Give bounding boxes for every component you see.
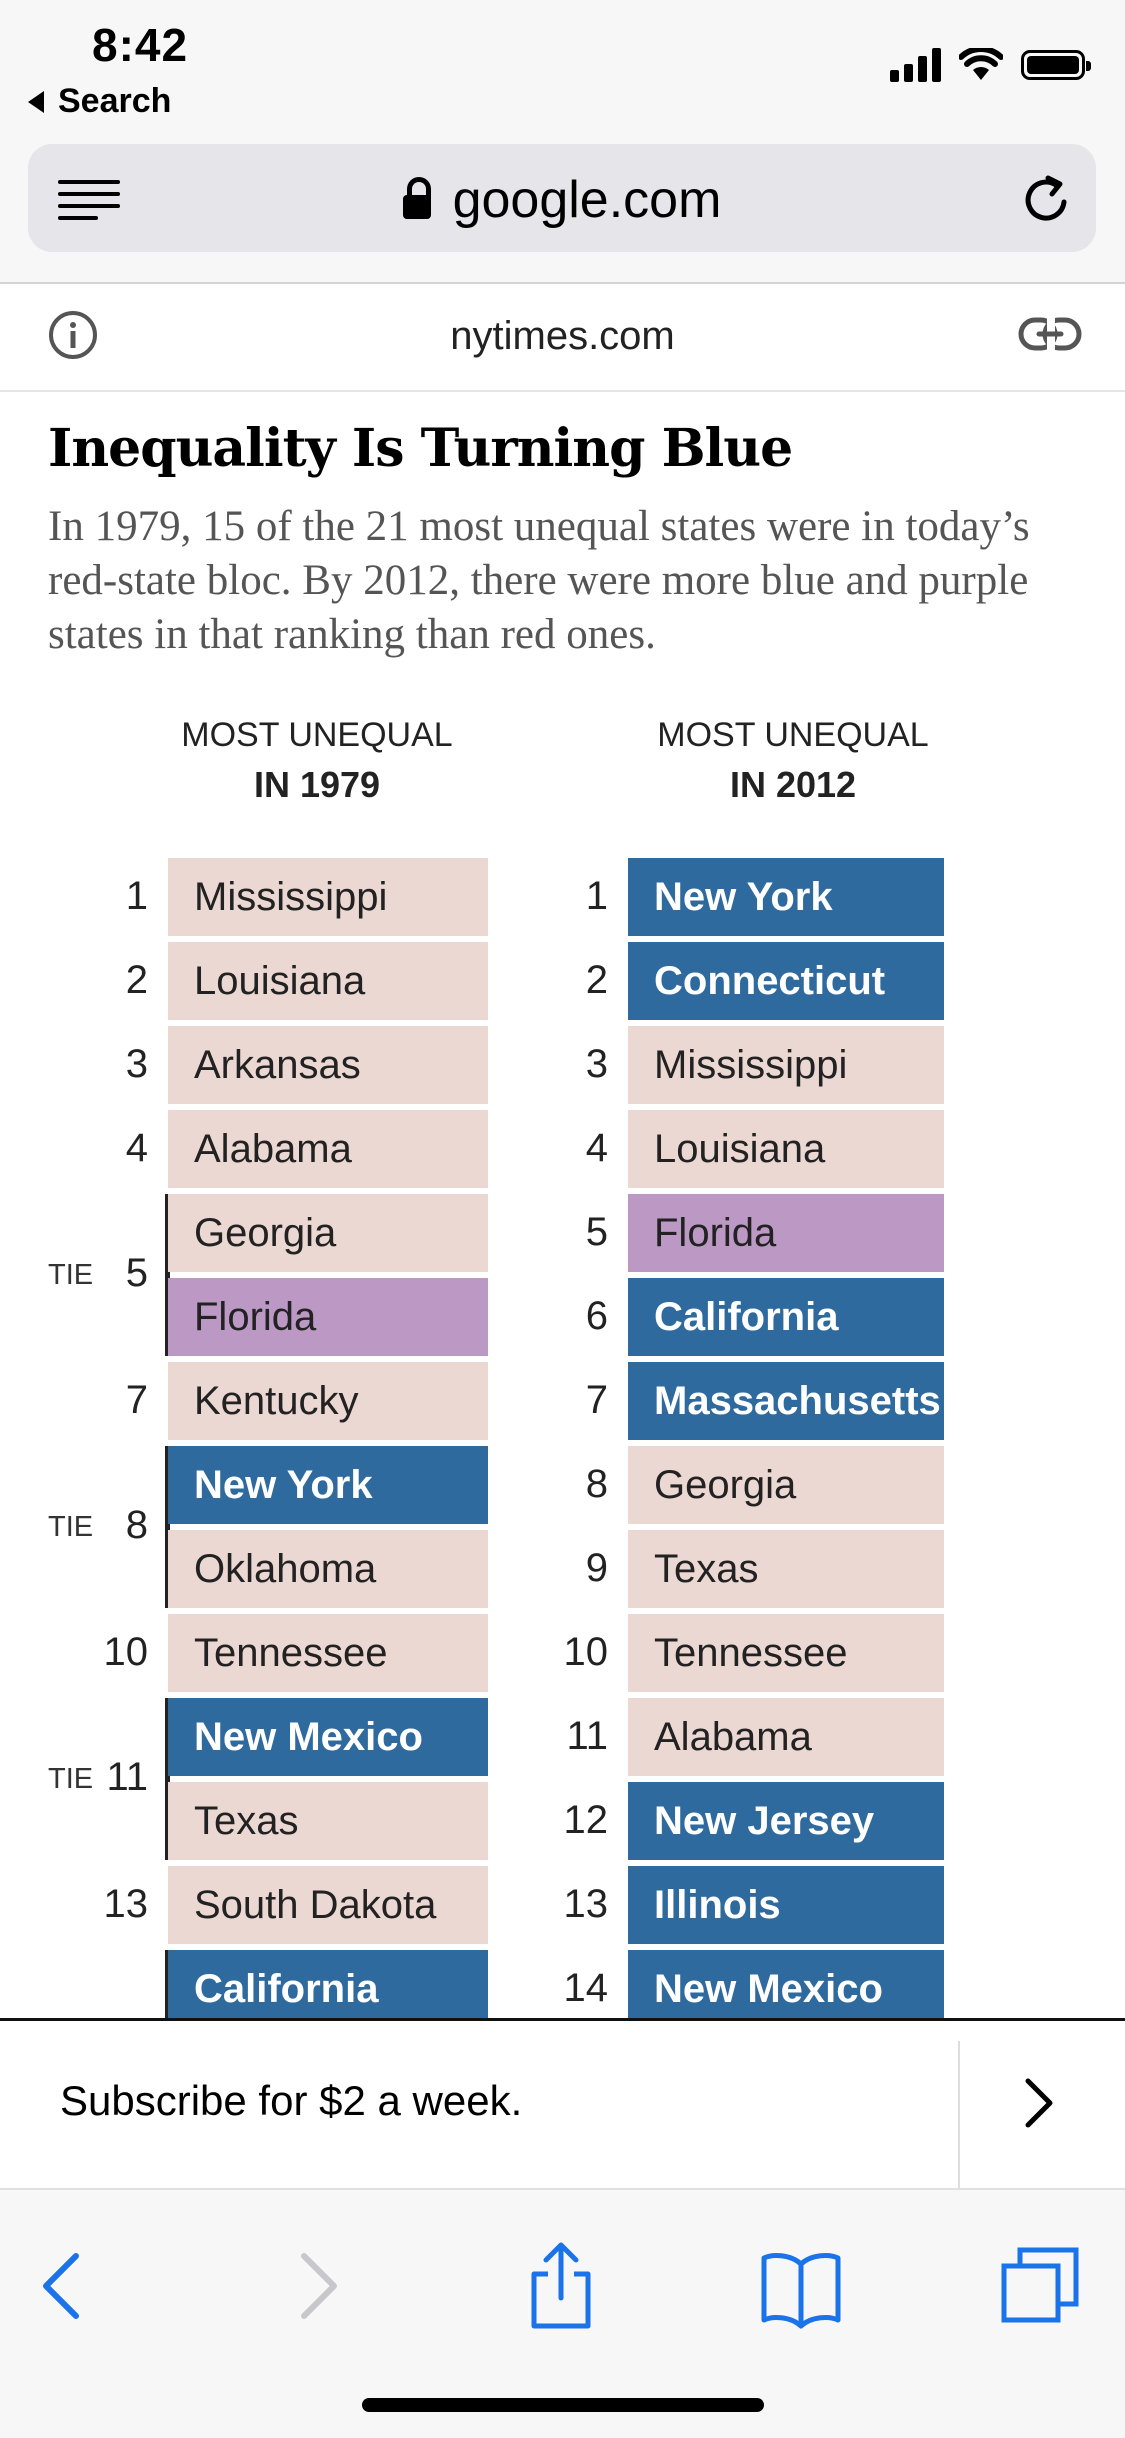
state-cell: South Dakota <box>168 1866 488 1944</box>
rank-number: 11 <box>566 1714 608 1758</box>
rank-number: 4 <box>125 1126 148 1170</box>
rank-number: 7 <box>125 1378 148 1422</box>
state-cell: Mississippi <box>628 1026 944 1104</box>
url-display: google.com <box>28 170 1096 230</box>
state-cell: Illinois <box>628 1866 944 1944</box>
state-cell: Oklahoma <box>168 1530 488 1608</box>
column-header-1979-line2: IN 1979 <box>253 764 381 805</box>
state-cell: Connecticut <box>628 942 944 1020</box>
rank-number: 9 <box>585 1546 608 1590</box>
rank-number: 11 <box>106 1755 148 1799</box>
rank-number: 13 <box>103 1882 149 1926</box>
state-cell: New York <box>168 1446 488 1524</box>
home-indicator <box>362 2398 764 2412</box>
tabs-icon[interactable] <box>1000 2240 1090 2330</box>
battery-icon <box>1021 50 1091 80</box>
article-subtitle: In 1979, 15 of the 21 most unequal state… <box>48 503 1030 658</box>
share-icon[interactable] <box>516 2240 606 2330</box>
bookmarks-icon[interactable] <box>756 2240 846 2330</box>
browser-toolbar <box>0 2188 1125 2438</box>
tie-bracket <box>165 1446 170 1608</box>
back-icon[interactable] <box>20 2240 110 2330</box>
tie-label: TIE <box>48 1763 94 1795</box>
rank-number: 5 <box>125 1251 148 1295</box>
rank-number: 10 <box>563 1630 609 1674</box>
state-cell: Kentucky <box>168 1362 488 1440</box>
state-cell: Texas <box>628 1530 944 1608</box>
state-cell: Louisiana <box>628 1110 944 1188</box>
rank-number: 4 <box>585 1126 608 1170</box>
tie-bracket <box>165 1950 170 2018</box>
back-to-app-button[interactable]: Search <box>28 82 171 121</box>
column-header-2012-line1: MOST UNEQUAL <box>657 716 929 754</box>
subscribe-divider <box>958 2041 960 2189</box>
state-cell: Georgia <box>628 1446 944 1524</box>
tie-bracket <box>165 1698 170 1860</box>
state-cell: New York <box>628 858 944 936</box>
rank-number: 13 <box>563 1882 609 1926</box>
rank-number: 2 <box>125 958 148 1002</box>
back-app-label: Search <box>58 82 172 120</box>
state-cell: Tennessee <box>628 1614 944 1692</box>
rank-number: 6 <box>585 1294 608 1338</box>
column-header-1979-line1: MOST UNEQUAL <box>181 716 453 754</box>
column-header-2012-line2: IN 2012 <box>729 764 857 805</box>
site-bar: nytimes.com <box>0 284 1125 392</box>
rank-number: 1 <box>125 874 148 918</box>
state-cell: New Mexico <box>628 1950 944 2018</box>
site-domain: nytimes.com <box>450 314 675 358</box>
status-icons <box>890 48 1091 82</box>
subscribe-text[interactable]: Subscribe for $2 a week. <box>60 2077 523 2124</box>
rank-number: 3 <box>585 1042 608 1086</box>
state-cell: Alabama <box>628 1698 944 1776</box>
column-header-1979: MOST UNEQUAL IN 1979 <box>152 710 482 810</box>
article-title: Inequality Is Turning Blue <box>48 418 793 479</box>
rank-number: 14 <box>563 1966 609 2010</box>
rank-number: 7 <box>585 1378 608 1422</box>
state-cell: Louisiana <box>168 942 488 1020</box>
link-icon[interactable] <box>1017 314 1083 356</box>
url-field[interactable]: google.com <box>28 144 1096 252</box>
tie-label: TIE <box>48 1259 94 1291</box>
state-cell: Georgia <box>168 1194 488 1272</box>
lock-icon <box>402 177 431 219</box>
rank-number: 3 <box>125 1042 148 1086</box>
rank-number: 5 <box>585 1210 608 1254</box>
subscribe-banner[interactable]: Subscribe for $2 a week. <box>0 2018 1125 2189</box>
state-cell: Massachusetts <box>628 1362 944 1440</box>
state-cell: California <box>628 1278 944 1356</box>
rank-number: 12 <box>563 1798 609 1842</box>
rank-number: 2 <box>585 958 608 1002</box>
state-cell: Mississippi <box>168 858 488 936</box>
state-cell: New Jersey <box>628 1782 944 1860</box>
info-icon[interactable] <box>48 310 98 360</box>
state-cell: Arkansas <box>168 1026 488 1104</box>
url-text: google.com <box>452 171 722 229</box>
state-cell: Alabama <box>168 1110 488 1188</box>
forward-icon[interactable] <box>270 2240 360 2330</box>
rank-number: 8 <box>125 1503 148 1547</box>
browser-address-bar: google.com <box>0 140 1125 284</box>
rank-number: 10 <box>103 1630 149 1674</box>
rank-number: 1 <box>585 874 608 918</box>
reader-menu-icon[interactable] <box>58 180 120 220</box>
state-cell: California <box>168 1950 488 2018</box>
chevron-right-icon[interactable] <box>1022 2077 1056 2129</box>
column-header-2012: MOST UNEQUAL IN 2012 <box>628 710 958 810</box>
state-cell: Tennessee <box>168 1614 488 1692</box>
reload-icon[interactable] <box>1018 172 1074 228</box>
rank-number: 8 <box>585 1462 608 1506</box>
cellular-signal-icon <box>890 48 941 82</box>
back-triangle-icon <box>28 90 44 113</box>
state-cell: New Mexico <box>168 1698 488 1776</box>
state-cell: Florida <box>168 1278 488 1356</box>
status-bar: 8:42 Search <box>0 0 1125 140</box>
tie-label: TIE <box>48 1511 94 1543</box>
state-cell: Texas <box>168 1782 488 1860</box>
tie-bracket <box>165 1194 170 1356</box>
state-cell: Florida <box>628 1194 944 1272</box>
wifi-icon <box>959 48 1003 80</box>
status-time: 8:42 <box>92 19 189 71</box>
